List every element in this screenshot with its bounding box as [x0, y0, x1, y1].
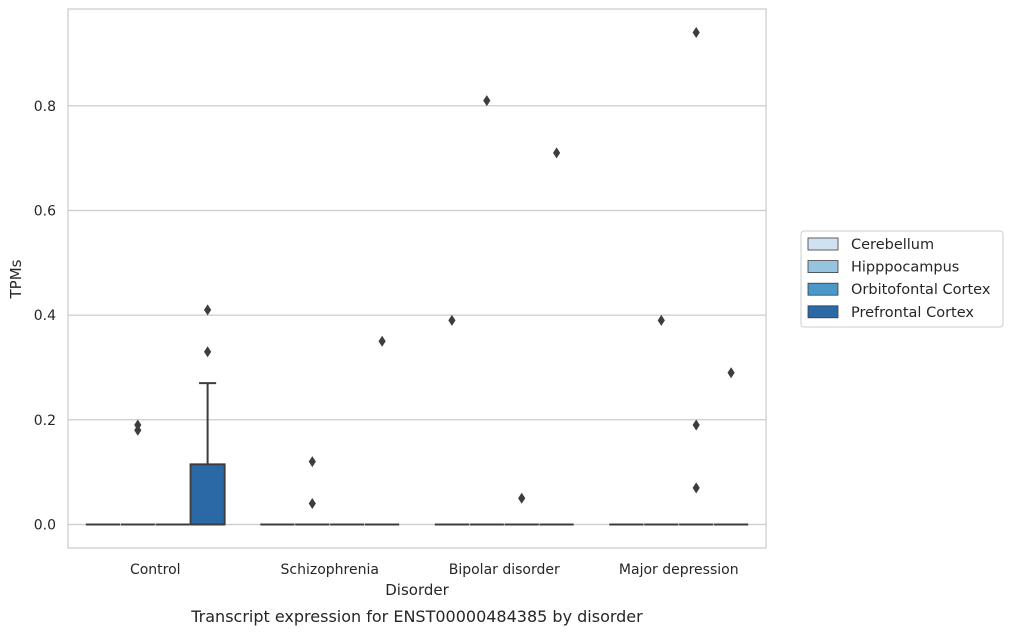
y-axis-label: TPMs	[7, 259, 25, 299]
box-orbitofontal-cortex	[679, 27, 714, 526]
outlier-marker	[692, 27, 700, 39]
outlier-marker	[483, 95, 491, 107]
legend-label: Prefrontal Cortex	[851, 305, 974, 321]
box-body	[189, 463, 226, 526]
legend-swatch	[807, 282, 839, 296]
box-prefrontal-cortex	[364, 335, 400, 526]
box-prefrontal-cortex	[713, 367, 749, 526]
y-tick-label: 0.2	[34, 413, 56, 429]
legend-label: Hipppocampus	[851, 260, 959, 276]
outlier-marker	[518, 492, 526, 504]
y-tick-label: 0.4	[34, 308, 56, 324]
y-tick-label: 0.8	[34, 99, 56, 115]
legend-label: Cerebellum	[851, 237, 934, 253]
y-tick-labels: 0.0 0.2 0.4 0.6 0.8	[34, 99, 56, 534]
outlier-marker	[692, 482, 700, 494]
x-tick-label: Major depression	[619, 562, 739, 578]
legend-frame	[800, 230, 1004, 328]
outlier-marker	[204, 346, 212, 358]
outlier-marker	[448, 314, 456, 326]
outlier-marker	[727, 367, 735, 379]
x-tick-label: Schizophrenia	[281, 562, 379, 578]
x-tick-label: Bipolar disorder	[449, 562, 560, 578]
box-hipppocampus	[120, 419, 155, 526]
box-cerebellum	[434, 314, 470, 526]
outlier-marker	[308, 456, 316, 468]
x-tick-label: Control	[130, 562, 181, 578]
y-tick-label: 0.0	[34, 517, 56, 533]
x-tick-labels: Control Schizophrenia Bipolar disorder Majo…	[130, 562, 739, 578]
box-hipppocampus	[295, 456, 330, 526]
box-prefrontal-cortex	[189, 304, 226, 526]
box-prefrontal-cortex	[539, 147, 574, 526]
outlier-marker	[692, 419, 700, 431]
outlier-marker	[134, 419, 142, 431]
y-tick-label: 0.6	[34, 203, 56, 219]
plot-frame	[67, 8, 767, 549]
outlier-marker	[204, 304, 212, 316]
box-hipppocampus	[469, 95, 504, 526]
legend-swatch	[807, 305, 839, 319]
legend-swatch	[807, 260, 839, 274]
legend: Cerebellum Hipppocampus Orbitofontal Corte…	[800, 230, 1004, 328]
plot-background	[68, 9, 766, 548]
outlier-marker	[657, 314, 665, 326]
outlier-marker	[553, 147, 561, 159]
box-hipppocampus	[644, 314, 679, 526]
outlier-marker	[308, 498, 316, 510]
chart-caption: Transcript expression for ENST0000048438…	[190, 607, 643, 626]
legend-swatch	[807, 237, 839, 251]
box-series	[85, 27, 749, 526]
legend-label: Orbitofontal Cortex	[851, 282, 991, 298]
outlier-marker	[378, 335, 386, 347]
x-axis-label: Disorder	[385, 581, 449, 599]
box-orbitofontal-cortex	[504, 492, 539, 526]
